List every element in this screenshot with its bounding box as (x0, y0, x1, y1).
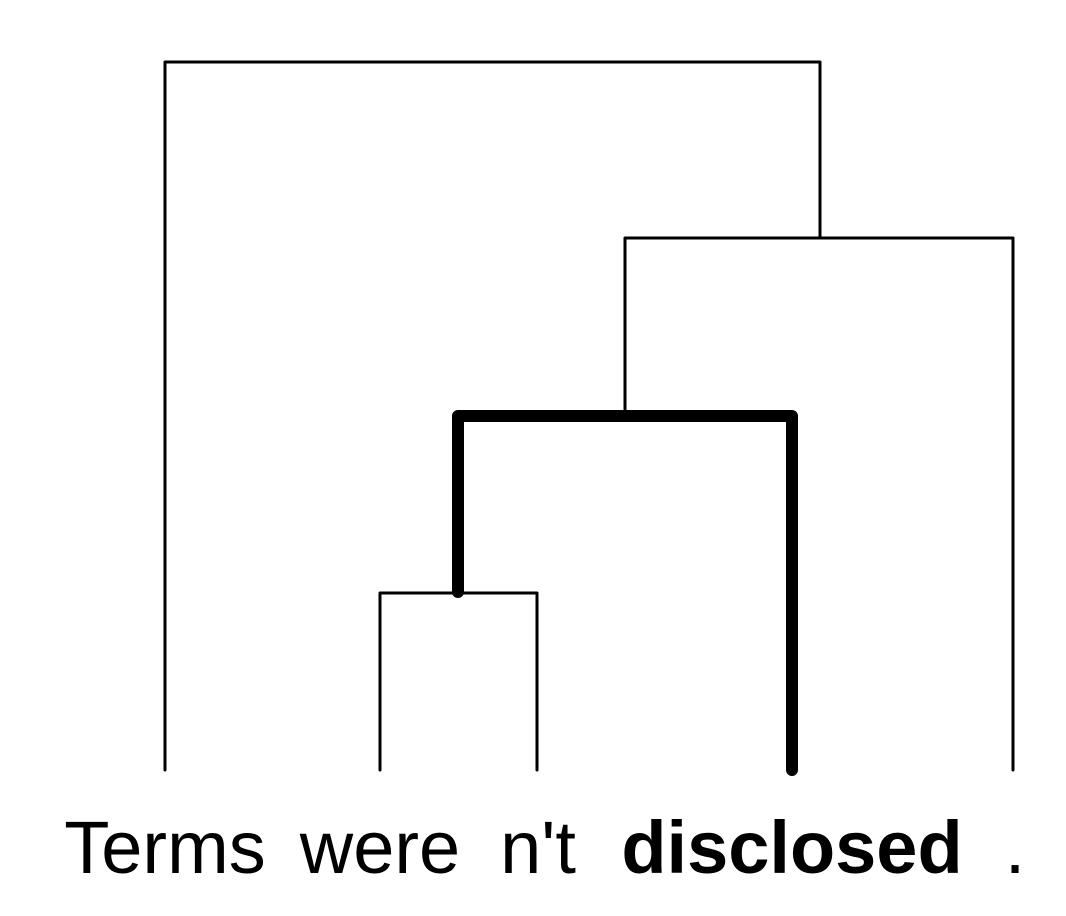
token-were: were (299, 806, 460, 889)
token-terms: Terms (64, 806, 265, 889)
tree-edge-root (163, 60, 822, 772)
tree-edge-level-2 (623, 236, 1015, 772)
token-disclosed: disclosed (621, 806, 962, 889)
tree-edge-highlighted (452, 410, 798, 776)
token-not: n't (500, 806, 576, 889)
tree-edge-level-4 (378, 591, 539, 772)
token-period: . (1005, 806, 1026, 889)
